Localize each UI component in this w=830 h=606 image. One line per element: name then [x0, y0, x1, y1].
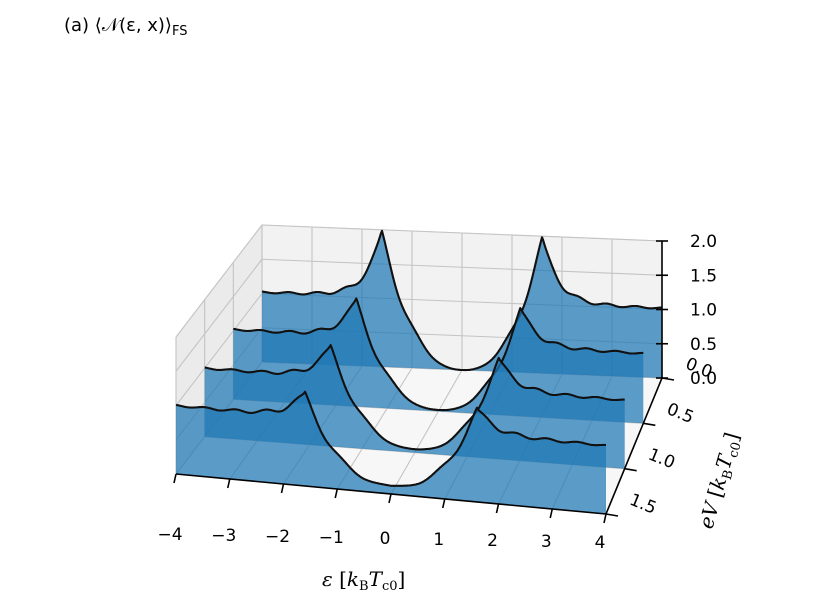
x-tick	[173, 473, 177, 484]
x-tick-label: 0	[380, 529, 391, 549]
y-tick-label: 0.5	[664, 399, 697, 428]
z-tick-label: 0.5	[690, 335, 717, 355]
y-tick-label: 1.5	[627, 490, 660, 519]
y-tick	[605, 513, 619, 517]
z-tick-label: 1.5	[690, 266, 717, 286]
grid-line	[261, 258, 663, 276]
slice-line	[233, 297, 644, 412]
x-tick	[388, 493, 392, 504]
slice-line	[204, 344, 625, 451]
x-tick	[441, 498, 446, 509]
y-tick	[624, 467, 637, 472]
chart-title: (a) ⟨𝒩(ε, x)⟩FS	[64, 15, 187, 39]
z-tick-label: 0.0	[690, 369, 717, 389]
y-tick-label: 1.0	[645, 445, 678, 474]
z-tick-label: 1.0	[690, 301, 717, 321]
x-tick-label: −1	[319, 528, 344, 548]
slice-line	[175, 390, 606, 487]
x-axis-title: ε [kBTc0]	[322, 567, 405, 594]
x-tick-label: −2	[265, 527, 290, 547]
x-tick	[549, 508, 554, 519]
x-tick	[603, 513, 607, 524]
y-tick	[643, 422, 656, 427]
x-tick-label: −3	[211, 526, 236, 546]
grid-line	[261, 224, 663, 242]
y-axis-line	[605, 377, 663, 515]
x-tick-label: −4	[157, 525, 182, 545]
x-tick	[226, 478, 231, 489]
x-tick-label: 3	[541, 532, 552, 552]
slice-line	[261, 229, 663, 372]
x-tick-label: 1	[433, 530, 444, 550]
x-tick-label: 4	[595, 533, 606, 553]
x-tick	[495, 503, 500, 514]
y-axis-title: eV [kBTc0]	[694, 430, 747, 532]
x-tick	[280, 483, 285, 494]
x-tick	[334, 488, 339, 499]
grid-line	[175, 258, 263, 372]
x-tick-label: 2	[487, 531, 498, 551]
z-tick-label: 2.0	[690, 232, 717, 252]
axes	[173, 240, 675, 524]
grid-line	[175, 293, 263, 406]
grid-line	[390, 369, 463, 495]
grid-line	[175, 224, 263, 338]
